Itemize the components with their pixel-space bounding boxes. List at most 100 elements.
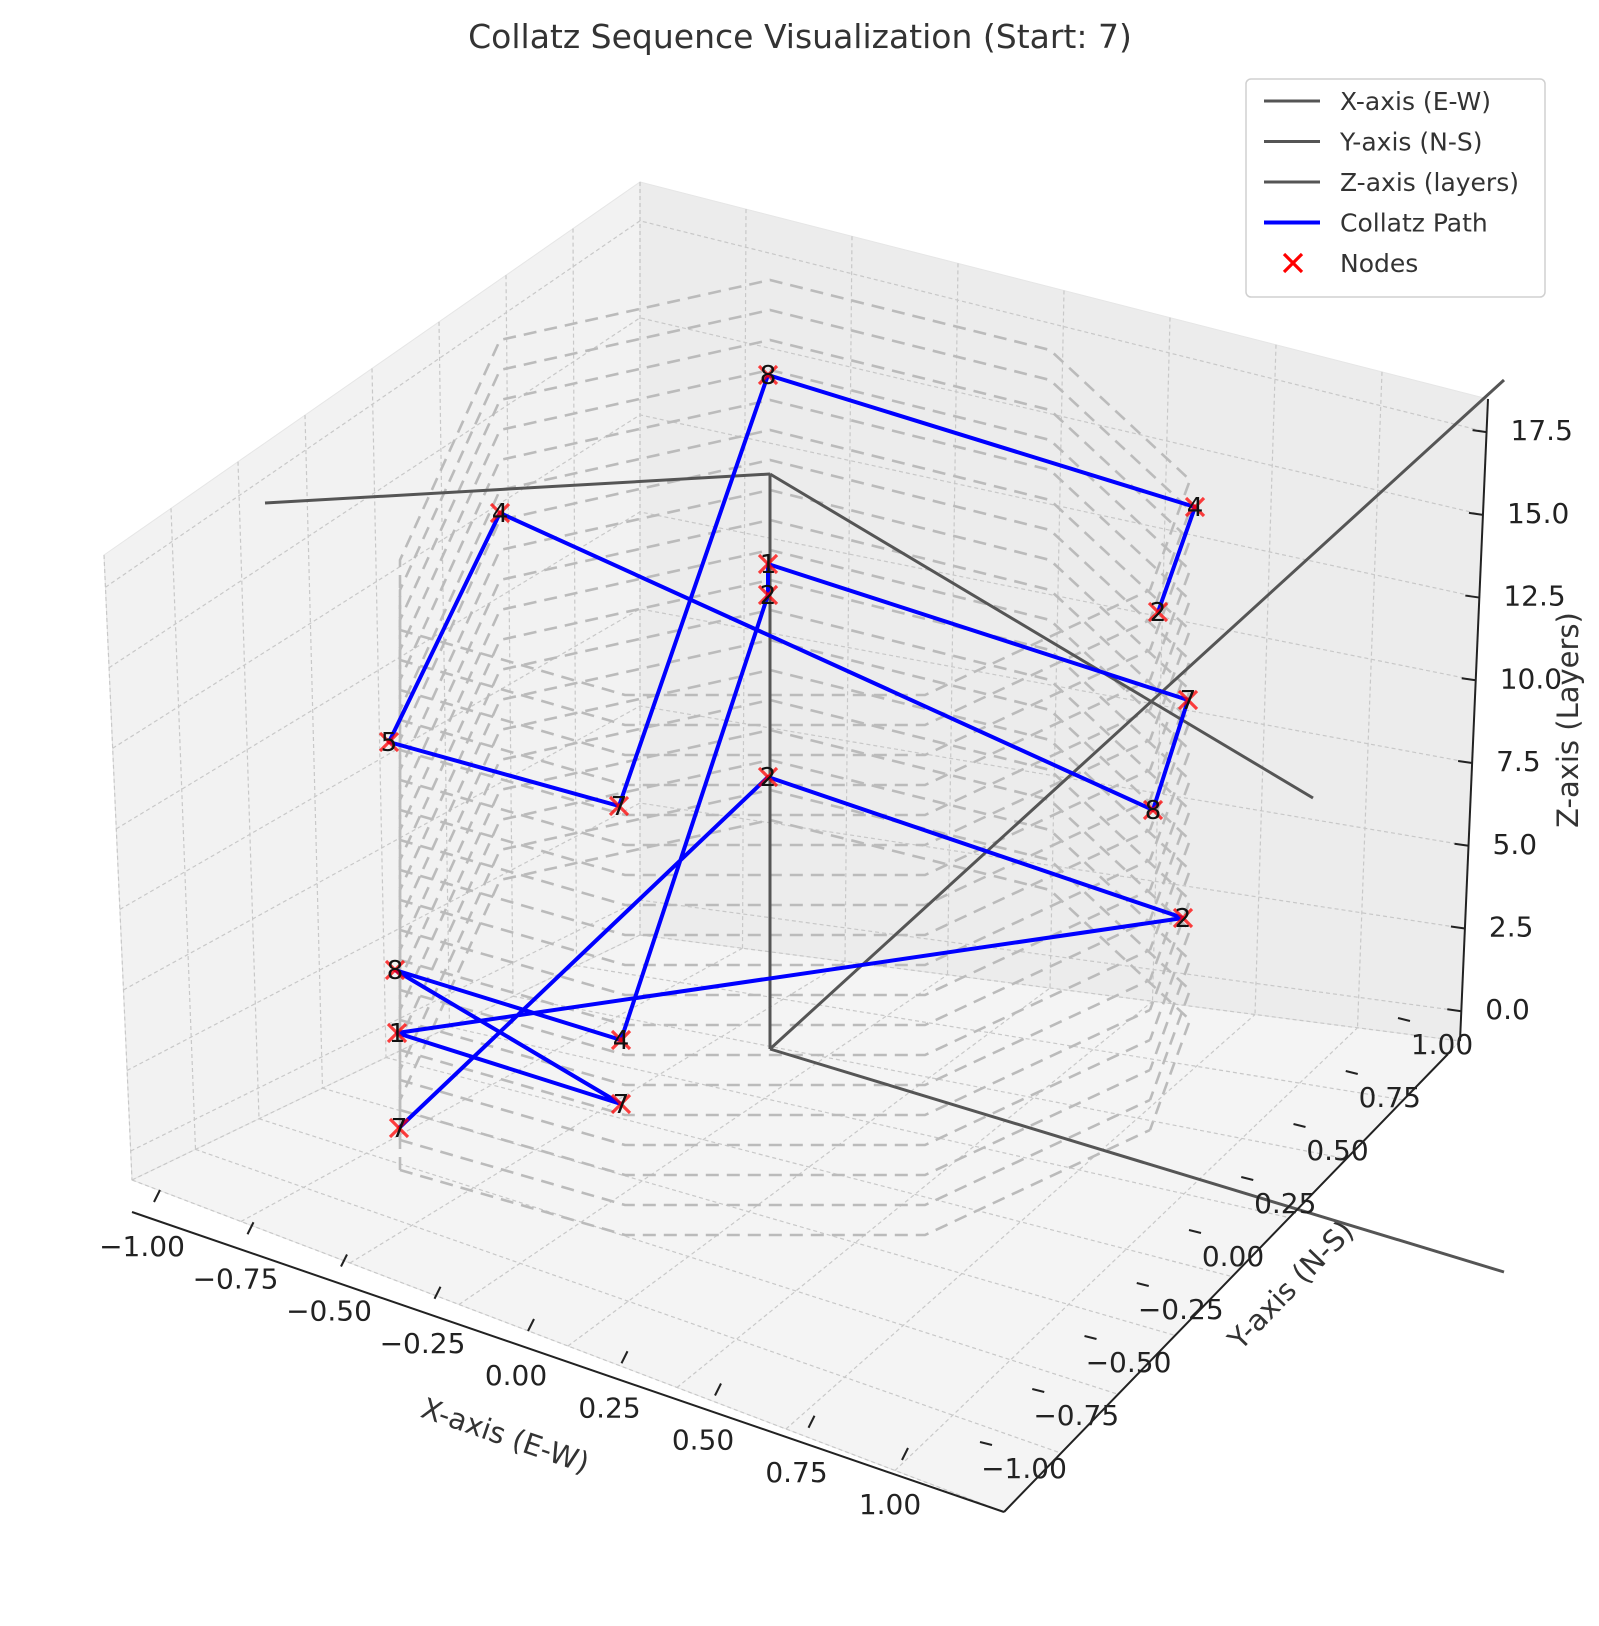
layer-ring-front bbox=[399, 828, 1151, 937]
x-tick-label: 0.75 bbox=[765, 1456, 827, 1489]
node-cross bbox=[1177, 689, 1199, 711]
node-label: 2 bbox=[760, 581, 777, 611]
x-tick bbox=[153, 1189, 161, 1203]
node-label: 8 bbox=[387, 956, 404, 986]
node-cross bbox=[608, 795, 630, 817]
y-tick-label: −0.25 bbox=[1138, 1293, 1224, 1326]
grid-line bbox=[458, 974, 948, 1305]
y-tick-label: 0.00 bbox=[1202, 1240, 1264, 1273]
node-marker: 1 bbox=[757, 550, 779, 580]
y-tick bbox=[1345, 1070, 1358, 1075]
grid-line bbox=[1356, 371, 1383, 1028]
x-tick bbox=[527, 1318, 535, 1332]
x-tick-label: −0.75 bbox=[193, 1262, 279, 1295]
x-tick-label: 1.00 bbox=[859, 1488, 921, 1521]
grid-line bbox=[639, 934, 1461, 1042]
x-tick-label: 0.50 bbox=[672, 1424, 734, 1457]
y-tick bbox=[1397, 1017, 1411, 1022]
grid-line bbox=[108, 317, 1484, 669]
z-tick-label: 15.0 bbox=[1507, 497, 1569, 530]
y-tick-label: −1.00 bbox=[981, 1452, 1067, 1485]
node-label: 2 bbox=[760, 763, 777, 793]
layer-ring-front bbox=[399, 1098, 1151, 1207]
node-label: 8 bbox=[1145, 796, 1162, 826]
grid-line bbox=[304, 415, 324, 1089]
x-tick bbox=[901, 1447, 909, 1461]
node-marker: 2 bbox=[1172, 904, 1194, 934]
node-label: 7 bbox=[391, 1114, 408, 1144]
y-tick bbox=[1293, 1123, 1306, 1128]
node-label: 1 bbox=[389, 1019, 406, 1049]
y-ticks: −1.00 −0.75 −0.50 −0.25 0.00 0.25 0.50 0.75 1.00 bbox=[979, 1017, 1473, 1485]
grid-line bbox=[126, 802, 1465, 1071]
y-tick-label: 0.25 bbox=[1254, 1187, 1316, 1220]
node-marker: 2 bbox=[1147, 598, 1169, 628]
node-label: 2 bbox=[1175, 904, 1192, 934]
z-tick-label: 10.0 bbox=[1500, 662, 1562, 695]
layer-ring-front bbox=[399, 798, 1151, 907]
node-label: 4 bbox=[492, 499, 509, 529]
reference-axis-line bbox=[768, 378, 1506, 1051]
grid-line bbox=[572, 228, 578, 966]
layer-ring-front bbox=[399, 768, 1151, 877]
z-axis-label: Z-axis (Layers) bbox=[1551, 612, 1585, 828]
y-tick-label: 1.00 bbox=[1411, 1028, 1473, 1061]
x-tick-label: 0.25 bbox=[578, 1391, 640, 1424]
grid-line bbox=[195, 1148, 1062, 1454]
x-tick bbox=[340, 1254, 348, 1267]
node-label: 4 bbox=[613, 1026, 630, 1056]
node-cross bbox=[757, 364, 779, 386]
layer-ring-front bbox=[399, 978, 1151, 1087]
grid-line bbox=[103, 554, 133, 1181]
z-tick-label: 2.5 bbox=[1489, 910, 1534, 943]
grid-line bbox=[1151, 317, 1171, 1002]
node-marker: 8 bbox=[1142, 796, 1164, 826]
node-cross bbox=[1142, 799, 1164, 821]
node-cross bbox=[384, 959, 406, 981]
node-label: 8 bbox=[760, 361, 777, 391]
grid-line bbox=[123, 705, 1469, 991]
z-tick bbox=[1461, 677, 1476, 682]
node-cross bbox=[378, 731, 400, 753]
legend-items: X-axis (E-W) Y-axis (N-S) Z-axis (layers) C… bbox=[1264, 87, 1519, 278]
node-cross bbox=[757, 766, 779, 788]
x-tick bbox=[246, 1221, 255, 1235]
x-axis-line bbox=[131, 1211, 1005, 1513]
grid-line bbox=[385, 1056, 1233, 1278]
layer-ring-front bbox=[399, 588, 1151, 697]
reference-axis-line bbox=[769, 472, 1314, 800]
legend-label: Nodes bbox=[1340, 249, 1418, 278]
node-marker: 4 bbox=[489, 499, 511, 529]
node-label: 2 bbox=[1150, 598, 1167, 628]
node-marker: 2 bbox=[757, 581, 779, 611]
node-cross bbox=[489, 502, 511, 524]
node-marker: 4 bbox=[610, 1026, 632, 1056]
grid-line bbox=[567, 987, 1051, 1347]
x-tick-label: −1.00 bbox=[99, 1230, 185, 1263]
node-marker: 2 bbox=[757, 763, 779, 793]
legend-item: Nodes bbox=[1282, 249, 1418, 278]
z-tick bbox=[1468, 511, 1484, 516]
layer-ring-front bbox=[399, 918, 1151, 1027]
node-marker: 7 bbox=[388, 1114, 410, 1144]
z-axis-line bbox=[1459, 398, 1489, 1042]
x-tick-label: −0.25 bbox=[380, 1327, 466, 1360]
grid-line bbox=[512, 995, 1347, 1160]
grid-line bbox=[844, 236, 853, 962]
layer-ring bbox=[398, 308, 1192, 660]
x-tick bbox=[714, 1383, 722, 1396]
z-tick bbox=[1472, 429, 1487, 434]
node-cross bbox=[757, 584, 779, 606]
legend-item: X-axis (E-W) bbox=[1264, 87, 1491, 116]
layer-ring bbox=[398, 278, 1192, 630]
legend-marker-swatch bbox=[1282, 252, 1304, 274]
axes bbox=[131, 398, 1489, 1513]
grid-line bbox=[170, 508, 197, 1150]
node-marker: 7 bbox=[610, 1090, 632, 1120]
z-tick-label: 0.0 bbox=[1485, 993, 1530, 1026]
z-tick-label: 5.0 bbox=[1493, 828, 1538, 861]
x-tick bbox=[620, 1350, 629, 1364]
node-marker: 5 bbox=[378, 728, 400, 758]
z-tick-label: 12.5 bbox=[1503, 580, 1565, 613]
z-tick bbox=[1465, 594, 1480, 599]
